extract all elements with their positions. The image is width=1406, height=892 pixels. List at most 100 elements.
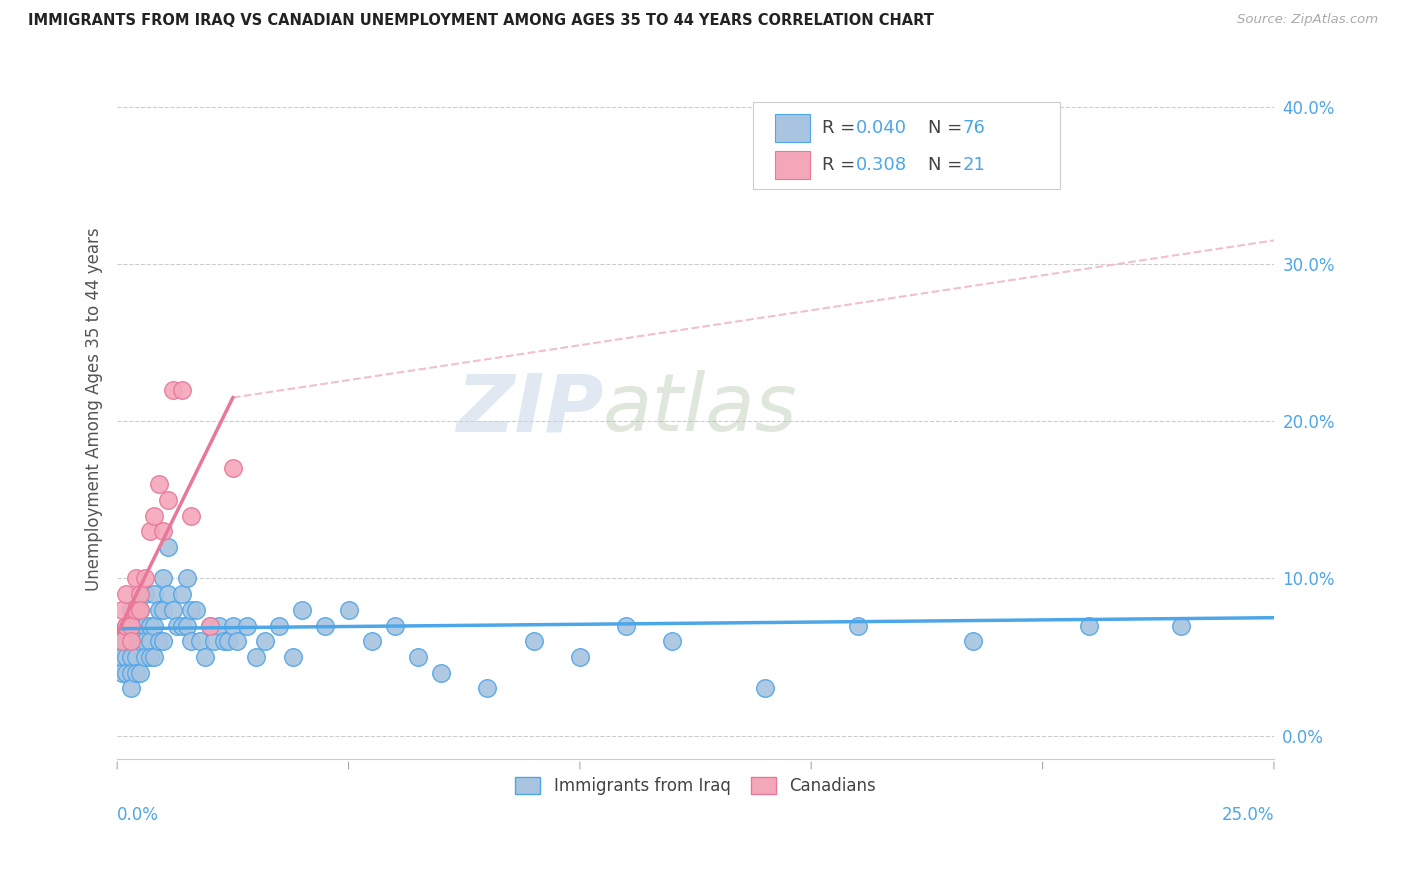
Point [180, 603, 202, 617]
Point [120, 681, 142, 696]
Point [125, 618, 148, 632]
Point [162, 603, 184, 617]
Text: 21: 21 [963, 156, 986, 175]
Text: N =: N = [928, 119, 969, 136]
Point [170, 383, 193, 397]
Point [157, 492, 180, 507]
Point [222, 461, 245, 475]
Point [477, 681, 499, 696]
Point [129, 587, 152, 601]
Point [143, 650, 166, 665]
Point [120, 618, 142, 632]
Point [162, 383, 184, 397]
Point [111, 634, 134, 648]
Point [143, 618, 166, 632]
Text: 25.0%: 25.0% [1222, 806, 1274, 824]
Point [129, 634, 152, 648]
Point [384, 618, 406, 632]
Point [157, 587, 180, 601]
Point [120, 603, 142, 617]
Point [138, 524, 160, 539]
Point [176, 618, 198, 632]
Point [125, 650, 148, 665]
Point [143, 508, 166, 523]
Point [138, 650, 160, 665]
FancyBboxPatch shape [775, 152, 810, 179]
Point [157, 540, 180, 554]
Point [337, 603, 360, 617]
Point [198, 618, 221, 632]
Point [406, 650, 429, 665]
FancyBboxPatch shape [775, 113, 810, 142]
Point [115, 665, 138, 680]
Text: N =: N = [928, 156, 969, 175]
Point [111, 665, 134, 680]
Legend: Immigrants from Iraq, Canadians: Immigrants from Iraq, Canadians [508, 769, 884, 804]
Point [291, 603, 314, 617]
Point [846, 618, 869, 632]
Point [111, 650, 134, 665]
Text: atlas: atlas [603, 370, 797, 449]
Point [281, 650, 304, 665]
Point [198, 618, 221, 632]
Point [1170, 618, 1192, 632]
Point [115, 634, 138, 648]
Point [138, 634, 160, 648]
FancyBboxPatch shape [754, 102, 1060, 189]
Point [134, 650, 156, 665]
Point [129, 603, 152, 617]
Point [184, 603, 207, 617]
Point [129, 603, 152, 617]
Point [143, 587, 166, 601]
Point [166, 618, 188, 632]
Point [190, 634, 212, 648]
Point [115, 618, 138, 632]
Point [180, 508, 202, 523]
Point [245, 650, 267, 665]
Text: ZIP: ZIP [456, 370, 603, 449]
Text: 0.040: 0.040 [856, 119, 907, 136]
Point [120, 665, 142, 680]
Point [523, 634, 546, 648]
Point [1077, 618, 1099, 632]
Point [134, 634, 156, 648]
Point [115, 650, 138, 665]
Point [614, 618, 637, 632]
Point [152, 571, 174, 585]
Point [138, 618, 160, 632]
Point [125, 665, 148, 680]
Point [111, 634, 134, 648]
Text: 0.308: 0.308 [856, 156, 907, 175]
Point [125, 603, 148, 617]
Point [226, 634, 249, 648]
Point [222, 618, 245, 632]
Point [568, 650, 591, 665]
Point [176, 571, 198, 585]
Point [254, 634, 277, 648]
Point [120, 634, 142, 648]
Point [129, 665, 152, 680]
Text: 76: 76 [963, 119, 986, 136]
Point [120, 634, 142, 648]
Text: Source: ZipAtlas.com: Source: ZipAtlas.com [1237, 13, 1378, 27]
Text: R =: R = [821, 119, 860, 136]
Point [115, 587, 138, 601]
Point [360, 634, 382, 648]
Point [129, 587, 152, 601]
Point [430, 665, 453, 680]
Point [115, 618, 138, 632]
Point [170, 618, 193, 632]
Point [202, 634, 225, 648]
Point [314, 618, 336, 632]
Point [661, 634, 683, 648]
Point [111, 603, 134, 617]
Point [148, 603, 170, 617]
Point [148, 634, 170, 648]
Y-axis label: Unemployment Among Ages 35 to 44 years: Unemployment Among Ages 35 to 44 years [86, 227, 103, 591]
Point [120, 650, 142, 665]
Point [212, 634, 235, 648]
Point [125, 571, 148, 585]
Text: 0.0%: 0.0% [117, 806, 159, 824]
Point [134, 587, 156, 601]
Point [152, 634, 174, 648]
